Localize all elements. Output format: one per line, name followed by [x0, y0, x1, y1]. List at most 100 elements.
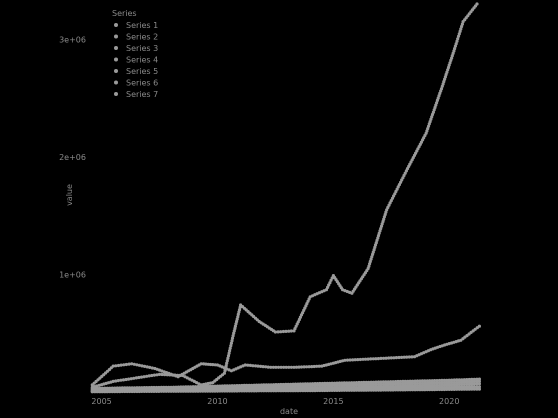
data-point [475, 387, 479, 391]
data-point [442, 80, 446, 84]
x-tick-label: 2015 [323, 397, 343, 406]
data-point [257, 389, 261, 393]
data-point [379, 388, 383, 392]
data-point [379, 356, 383, 360]
data-point [228, 349, 232, 353]
data-point [323, 388, 327, 393]
data-point [208, 362, 213, 367]
data-point [403, 382, 407, 386]
data-point [369, 380, 373, 384]
data-point [428, 120, 432, 124]
data-point [253, 364, 258, 368]
data-point [435, 381, 439, 385]
data-point [130, 389, 134, 394]
data-point [442, 378, 446, 382]
data-point [372, 382, 376, 387]
data-point [124, 362, 128, 367]
data-point [262, 389, 266, 393]
data-point [311, 389, 315, 393]
data-point [361, 357, 365, 361]
data-point [276, 330, 280, 334]
data-point [222, 371, 226, 375]
data-point [467, 387, 471, 391]
data-point [315, 388, 320, 393]
data-point [124, 377, 128, 382]
data-point [116, 363, 121, 368]
data-point [259, 364, 263, 368]
data-point [279, 365, 283, 369]
data-point [460, 380, 464, 384]
data-point [118, 390, 122, 394]
data-point [411, 379, 415, 383]
data-point [470, 385, 474, 389]
data-point [352, 381, 356, 385]
data-point [134, 376, 138, 380]
legend-marker [114, 80, 118, 85]
data-point [462, 387, 466, 391]
data-point [472, 382, 476, 386]
data-point [398, 382, 402, 386]
data-point [367, 383, 371, 387]
data-point [326, 285, 330, 289]
data-point [264, 365, 268, 369]
data-point [306, 384, 310, 388]
data-point [218, 389, 222, 393]
data-point [312, 364, 316, 369]
data-point [369, 388, 373, 392]
legend-entry: Series 3 [126, 44, 158, 53]
y-tick-label: 2e+06 [59, 153, 86, 162]
data-point [441, 82, 445, 86]
data-point [206, 389, 210, 393]
data-point [362, 383, 366, 387]
data-point [302, 365, 306, 369]
data-point [477, 382, 481, 386]
data-point [139, 375, 144, 379]
data-point [287, 329, 291, 333]
data-point [315, 383, 320, 387]
data-point [465, 387, 469, 391]
data-point [215, 389, 220, 393]
data-point [273, 330, 277, 334]
data-point [132, 389, 137, 394]
data-point [342, 381, 346, 385]
data-point [289, 389, 293, 393]
data-point [477, 387, 481, 391]
data-point [401, 379, 405, 383]
data-point [447, 381, 451, 385]
data-point [366, 357, 370, 361]
data-point [477, 377, 481, 381]
data-point [343, 289, 347, 293]
data-point [129, 377, 133, 381]
data-point [394, 380, 398, 384]
y-tick-label: 3e+06 [59, 35, 86, 44]
legend-entry: Series 7 [126, 90, 158, 99]
data-point [114, 364, 118, 368]
data-point [415, 379, 420, 383]
data-point [350, 383, 354, 387]
data-point [438, 91, 442, 95]
data-point [135, 389, 139, 394]
data-point [120, 389, 124, 394]
data-point [460, 387, 464, 391]
data-point [400, 355, 404, 359]
data-point [410, 355, 414, 359]
data-point [150, 373, 154, 378]
data-point [437, 378, 442, 383]
data-point [453, 47, 457, 51]
data-point [150, 389, 154, 393]
data-point [347, 383, 351, 387]
data-point [95, 390, 99, 394]
data-point [159, 389, 163, 393]
data-point [328, 383, 332, 387]
data-point [98, 390, 102, 394]
data-point [308, 389, 312, 393]
data-point [455, 380, 459, 384]
data-point [462, 385, 466, 389]
data-point [455, 383, 459, 387]
data-point [281, 389, 285, 393]
data-point [401, 382, 405, 386]
legend-marker [114, 92, 118, 96]
data-point [442, 387, 446, 392]
data-point [445, 387, 449, 391]
data-point [386, 380, 390, 384]
